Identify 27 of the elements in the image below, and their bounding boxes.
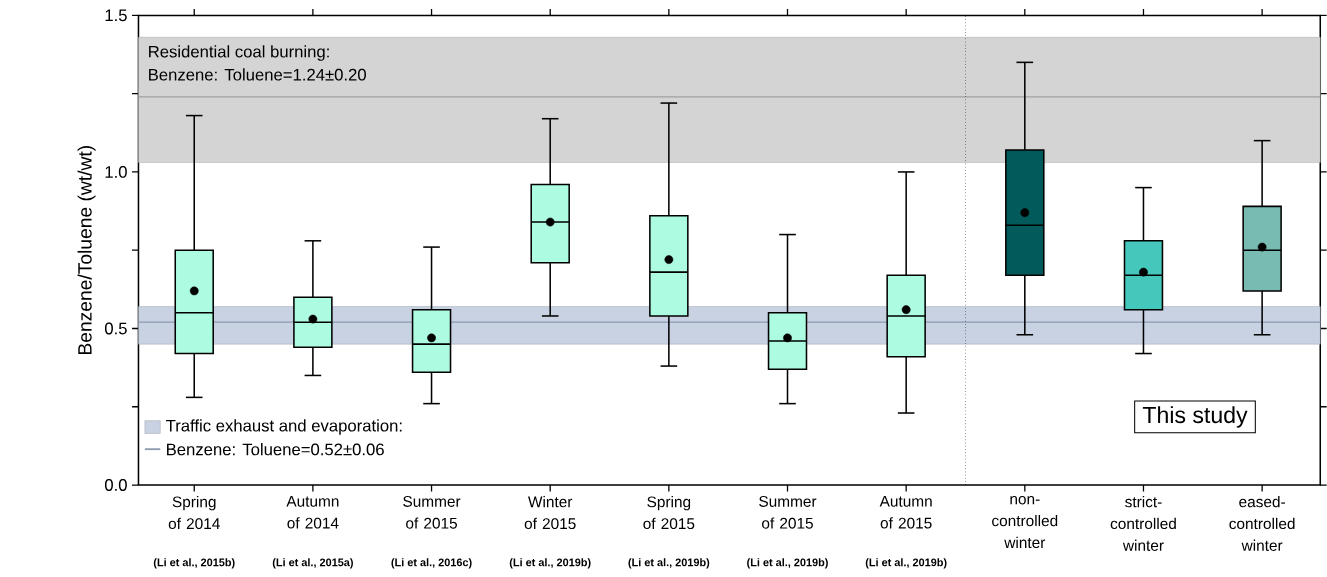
text: (Li et al., 2015a) xyxy=(272,558,353,569)
text: (Li et al., 2019b) xyxy=(865,558,947,569)
x-tick-label: Autumn of 2015 xyxy=(879,495,932,529)
band-label: Residential coal burning: xyxy=(149,45,329,61)
text: (Li et al., 2019b) xyxy=(628,558,710,569)
y-tick-label: 0.5 xyxy=(104,322,127,335)
text: (Li et al., 2019b) xyxy=(747,558,828,569)
legend-label: Traffic exhaust and evaporation: xyxy=(166,419,402,435)
x-tick-label: Spring of 2014 xyxy=(168,495,220,529)
ref-line-label: Benzene: Toluene=1.24±0.20 xyxy=(149,68,366,81)
x-tick-label: eased-controlled winter xyxy=(1229,495,1295,551)
text: (Li et al., 2015b) xyxy=(153,558,235,569)
x-tick-label: Winter of 2015 xyxy=(524,495,576,529)
annotation: This study xyxy=(1142,405,1248,428)
text: (Li et al., 2016c) xyxy=(391,558,472,569)
x-tick-label: non-controlled winter xyxy=(992,495,1058,548)
legend-label: Benzene: Toluene=0.52±0.06 xyxy=(167,442,384,456)
x-tick-label: Summer of 2015 xyxy=(403,495,461,529)
y-tick-label: 1.5 xyxy=(105,9,127,22)
x-tick-label: Summer of 2015 xyxy=(759,495,817,529)
text: (Li et al., 2019b) xyxy=(509,558,591,569)
y-tick-label: 1.0 xyxy=(105,165,127,178)
x-tick-label: strict-controlled winter xyxy=(1110,495,1176,551)
x-tick-label: Autumn of 2014 xyxy=(286,495,339,529)
y-axis-title: Benzene/Toluene (wt/wt) xyxy=(77,145,96,354)
y-tick-label: 0.0 xyxy=(104,478,127,491)
x-tick-label: Spring of 2015 xyxy=(643,495,695,529)
